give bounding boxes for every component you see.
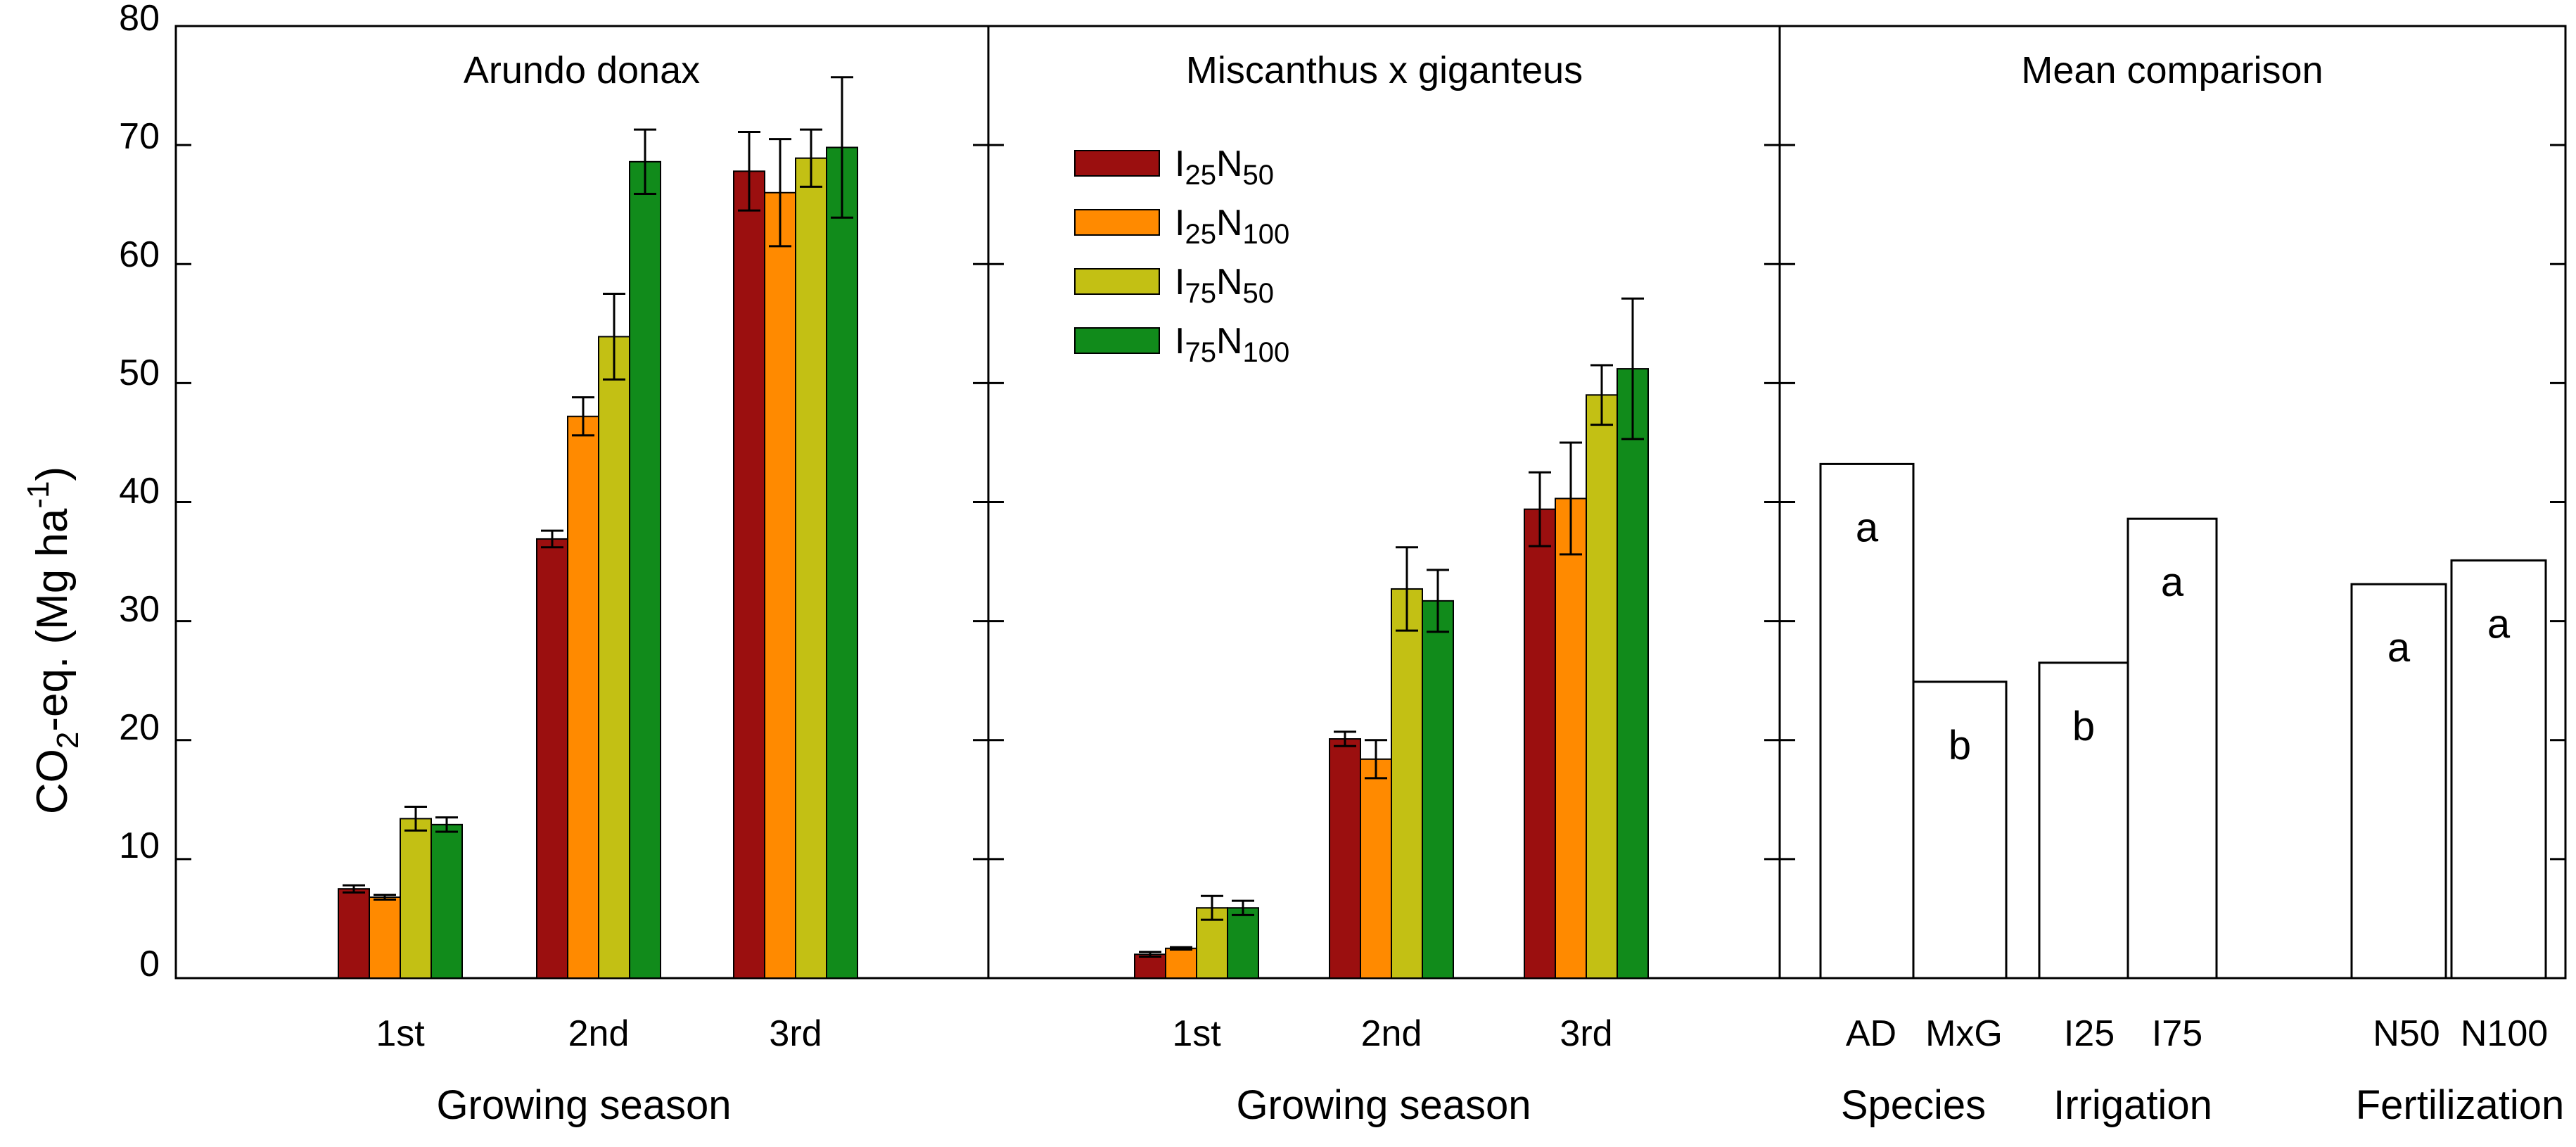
y-tick-label: 60 (119, 234, 160, 275)
panel-title-mean: Mean comparison (2021, 49, 2323, 91)
panel-title-arundo: Arundo donax (464, 49, 700, 91)
bar (431, 823, 463, 979)
bar (1329, 738, 1361, 979)
significance-letter: a (2387, 625, 2411, 671)
x-tick-label: 1st (376, 1013, 425, 1054)
bar (1819, 462, 1915, 980)
bar (338, 888, 370, 979)
x-tick-label: MxG (1925, 1013, 2003, 1054)
y-tick-label: 70 (119, 116, 160, 157)
x-tick-label: 3rd (769, 1013, 822, 1054)
bar (400, 818, 432, 980)
bar (2450, 559, 2547, 980)
y-tick-label: 50 (119, 353, 160, 393)
bar (1617, 368, 1649, 979)
bar (598, 336, 630, 979)
bar (536, 538, 568, 979)
y-tick-label: 40 (119, 471, 160, 512)
bar (795, 157, 827, 979)
bar (1586, 394, 1618, 979)
bar (1555, 498, 1587, 979)
x-axis-label-miscanthus: Growing season (1236, 1082, 1531, 1128)
legend-swatch (1074, 209, 1160, 236)
bars-mean: a b b a a a (1819, 462, 2547, 980)
x-axis-label-arundo: Growing season (436, 1082, 731, 1128)
bar (2127, 517, 2218, 980)
bar (1912, 680, 2008, 980)
x-tick-label: 2nd (1361, 1013, 1422, 1054)
axis-ticks (176, 144, 2565, 861)
x-tick-label: I25 (2064, 1013, 2115, 1054)
x-tick-label: AD (1846, 1013, 1896, 1054)
x-tick-label: 3rd (1560, 1013, 1612, 1054)
bar (2350, 583, 2447, 980)
y-tick-label: 20 (119, 707, 160, 748)
y-tick-label: 30 (119, 589, 160, 630)
legend: I25N50 I25N100 I75N50 I75N100 (1074, 144, 1289, 368)
legend-label: I25N100 (1175, 203, 1289, 250)
bar (2038, 661, 2129, 980)
x-tick-label: 1st (1172, 1013, 1221, 1054)
bar (1360, 758, 1392, 980)
y-tick-label: 80 (119, 0, 160, 39)
x-tick-label: 2nd (568, 1013, 630, 1054)
bar (1524, 508, 1556, 979)
bar (567, 415, 599, 979)
significance-letter: a (2487, 601, 2511, 647)
legend-swatch (1074, 268, 1160, 295)
bar (369, 896, 401, 979)
legend-swatch (1074, 327, 1160, 354)
bar (826, 146, 858, 980)
panel-title-miscanthus: Miscanthus x giganteus (1186, 49, 1583, 91)
y-tick-label: 0 (139, 944, 160, 984)
bar (629, 160, 661, 980)
legend-label: I25N50 (1175, 144, 1274, 191)
group-label-species: Species (1841, 1082, 1986, 1128)
bar (1422, 600, 1454, 979)
significance-letter: a (2161, 559, 2184, 605)
group-label-irrigation: Irrigation (2053, 1082, 2212, 1128)
significance-letter: b (1949, 723, 1971, 768)
y-tick-label: 10 (119, 825, 160, 866)
bars-arundo (338, 76, 858, 980)
legend-swatch (1074, 150, 1160, 177)
legend-label: I75N50 (1175, 262, 1274, 309)
y-axis-label: CO2-eq. (Mg ha-1) (21, 467, 85, 814)
y-tick-labels: 0 10 20 30 40 50 60 70 80 (119, 0, 160, 984)
bar (1227, 907, 1259, 980)
bar (733, 170, 765, 979)
significance-letter: a (1856, 505, 1879, 550)
legend-label: I75N100 (1175, 321, 1289, 368)
group-label-fertilization: Fertilization (2356, 1082, 2565, 1128)
bars-miscanthus (1134, 297, 1649, 980)
significance-letter: b (2072, 704, 2095, 749)
x-tick-label: N50 (2373, 1013, 2440, 1054)
bar (764, 191, 796, 979)
bar (1134, 953, 1166, 980)
x-tick-label: N100 (2461, 1013, 2548, 1054)
x-tick-label: I75 (2152, 1013, 2202, 1054)
bar (1391, 588, 1423, 979)
bar (1165, 947, 1197, 979)
